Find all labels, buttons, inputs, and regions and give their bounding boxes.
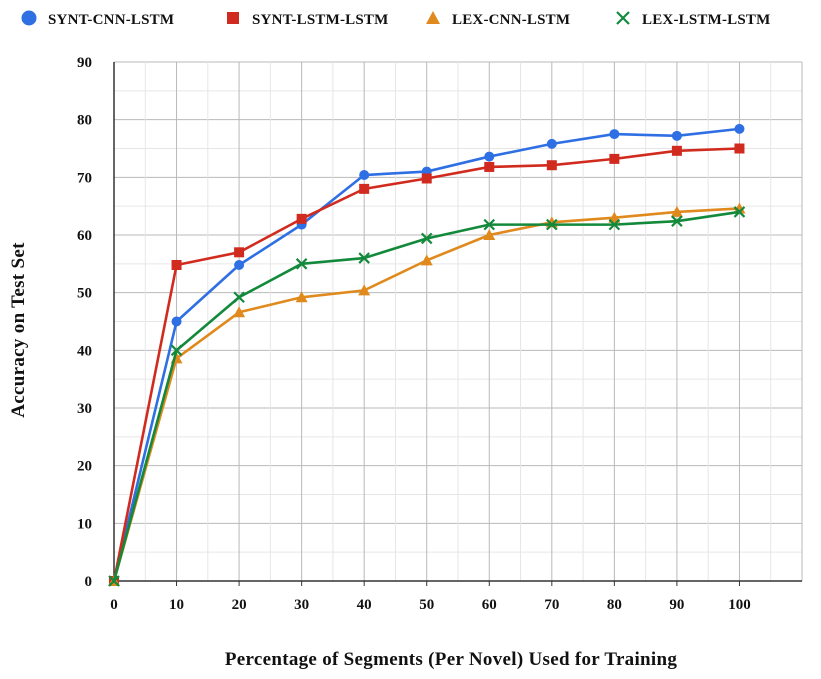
x-tick-label: 100 [728,597,751,613]
data-point [671,145,682,156]
series-synt-lstm-lstm [109,143,745,586]
y-tick-label: 90 [77,55,92,71]
data-point [608,218,621,231]
legend-item-lex-lstm-lstm: LEX-LSTM-LSTM [616,11,770,28]
data-point [671,130,682,141]
data-point [671,215,683,227]
data-point [234,259,245,270]
x-axis-title: Percentage of Segments (Per Novel) Used … [225,649,678,670]
series-group [108,123,746,587]
x-tick-label: 10 [169,597,184,613]
x-tick-label: 60 [482,597,497,613]
legend-label: LEX-LSTM-LSTM [642,12,770,28]
data-point [733,202,746,214]
tick-labels: 0 10 20 30 40 50 60 70 80 90 0 10 20 30 40 50 60 70 80 90 10… [77,55,751,613]
x-tick-label: 80 [607,597,622,613]
data-point [484,151,495,162]
x-tick-label: 20 [232,597,247,613]
legend-label: SYNT-LSTM-LSTM [252,12,388,28]
triangle-marker-icon [426,11,440,24]
data-point [421,173,432,184]
square-marker-icon [227,12,239,24]
data-point [670,205,683,217]
legend-label: SYNT-CNN-LSTM [48,12,174,28]
data-point [609,129,620,140]
data-point [734,143,745,154]
data-point [170,344,183,357]
y-axis-title: Accuracy on Test Set [8,242,29,418]
data-point [483,229,496,240]
data-point [295,258,308,270]
legend-label: LEX-CNN-LSTM [452,12,570,28]
y-tick-label: 10 [77,516,92,532]
data-point [108,575,120,587]
data-point [358,284,371,296]
data-point [233,306,246,318]
x-tick-label: 50 [419,597,434,613]
data-point [171,316,182,327]
data-point [171,259,182,270]
data-point [546,138,557,149]
data-point [296,213,307,224]
data-point [358,252,370,264]
series-lex-lstm-lstm [108,206,746,587]
x-tick-label: 0 [110,597,118,613]
data-point [359,183,370,194]
x-tick-label: 30 [294,597,309,613]
data-point [546,218,558,231]
data-point [420,232,433,245]
data-point [483,218,496,231]
x-tick-label: 70 [544,597,559,613]
y-tick-label: 50 [77,286,92,302]
x-tick-label: 40 [357,597,372,613]
x-marker-icon [616,11,630,25]
legend: SYNT-CNN-LSTM SYNT-LSTM-LSTM LEX-CNN-LSTM L… [21,10,770,28]
data-point [234,247,245,258]
legend-item-synt-cnn-lstm: SYNT-CNN-LSTM [21,10,174,28]
data-point [359,170,370,181]
y-tick-label: 70 [77,170,92,186]
y-tick-label: 0 [85,574,93,590]
data-point [484,161,495,172]
data-point [609,153,620,164]
data-point [608,211,621,223]
grid [113,61,803,582]
circle-marker-icon [21,10,37,26]
y-tick-label: 40 [77,343,92,359]
legend-item-synt-lstm-lstm: SYNT-LSTM-LSTM [227,12,388,28]
data-point [420,254,433,266]
data-point [734,123,745,134]
data-point [233,291,245,304]
y-tick-label: 30 [77,401,92,417]
legend-item-lex-cnn-lstm: LEX-CNN-LSTM [426,11,570,28]
data-point [733,206,746,218]
y-tick-label: 80 [77,113,92,129]
data-point [546,160,557,171]
x-tick-label: 90 [669,597,684,613]
y-tick-label: 20 [77,459,92,475]
y-tick-label: 60 [77,228,92,244]
data-point [295,291,308,303]
